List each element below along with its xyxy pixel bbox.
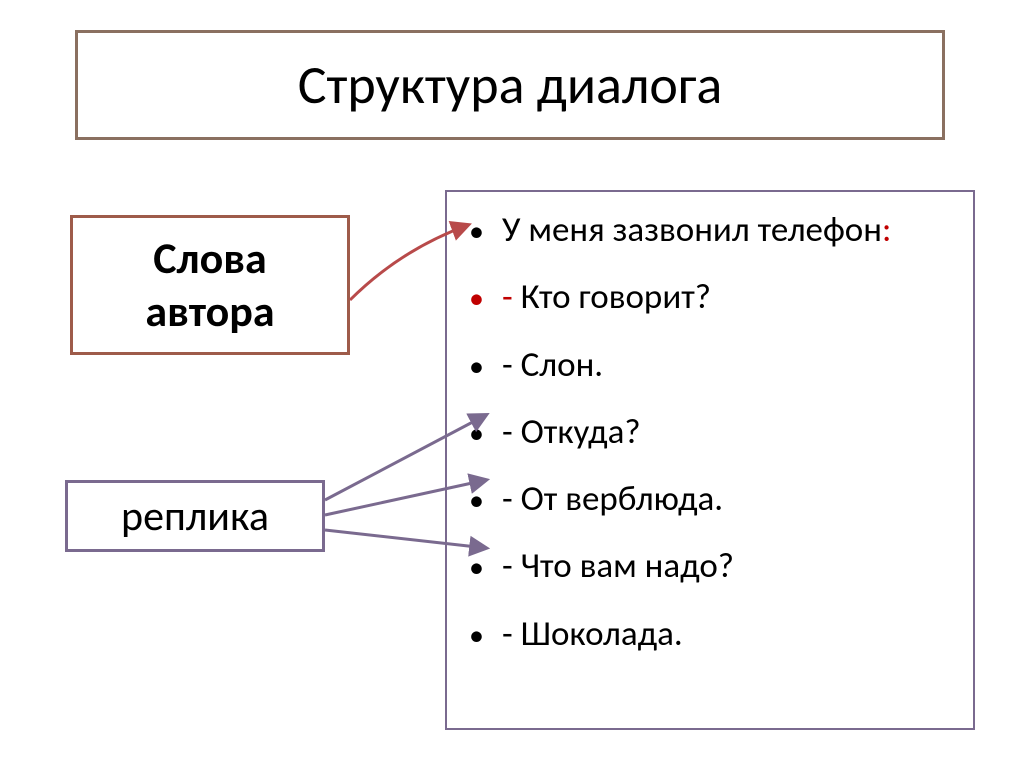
list-item: • - От верблюда. [469, 479, 949, 519]
author-label-line2: автора [145, 285, 274, 338]
bullet-icon: • [469, 419, 484, 449]
author-label-box: Слова автора [70, 215, 350, 355]
list-item: • - Откуда? [469, 412, 949, 452]
list-item: • - Что вам надо? [469, 546, 949, 586]
bullet-icon: • [469, 486, 484, 516]
dialogue-content-box: • У меня зазвонил телефон: • - Кто говорит?… [445, 190, 975, 730]
list-item: • - Слон. [469, 345, 949, 385]
replica-label-text: реплика [121, 491, 269, 542]
page-title: Структура диалога [298, 52, 723, 118]
list-item: • - Шоколада. [469, 614, 949, 654]
line-text: - Откуда? [502, 412, 641, 452]
line-text: У меня зазвонил телефон: [502, 210, 891, 250]
list-item: • - Кто говорит? [469, 277, 949, 317]
replica-label-box: реплика [65, 480, 325, 552]
title-box: Структура диалога [75, 30, 945, 140]
bullet-icon: • [469, 217, 484, 247]
line-text: - Шоколада. [502, 614, 683, 654]
author-label-line1: Слова [153, 232, 267, 285]
bullet-icon: • [469, 553, 484, 583]
bullet-icon: • [469, 352, 484, 382]
line-text: - Слон. [502, 345, 603, 385]
bullet-icon: • [469, 621, 484, 651]
dialogue-list: • У меня зазвонил телефон: • - Кто говорит?… [447, 192, 973, 699]
list-item: • У меня зазвонил телефон: [469, 210, 949, 250]
line-text: - От верблюда. [502, 479, 723, 519]
line-text: - Что вам надо? [502, 546, 734, 586]
bullet-icon: • [469, 284, 484, 314]
line-text: - Кто говорит? [502, 277, 711, 317]
